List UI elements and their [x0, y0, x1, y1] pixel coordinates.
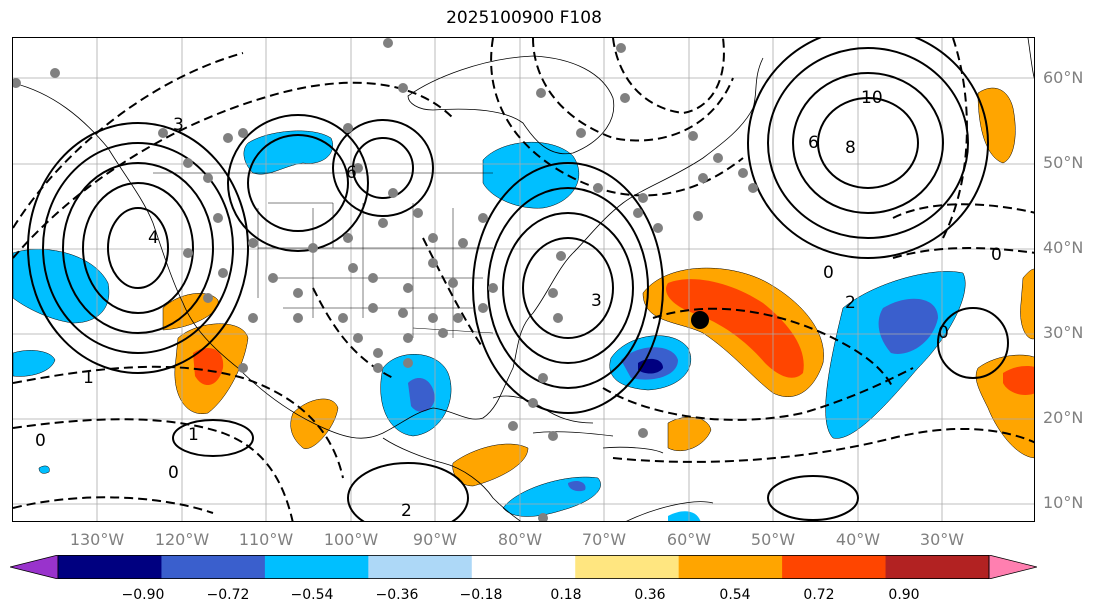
negative-anomaly-region — [568, 480, 586, 492]
colorbar-tick-label: 0.90 — [888, 587, 920, 603]
map-title: 2025100900 F108 — [446, 8, 602, 28]
negative-anomaly-region — [668, 511, 701, 521]
lon-label: 90°W — [412, 530, 458, 549]
contour-label: 1 — [83, 368, 94, 388]
contour-label: 6 — [346, 163, 357, 183]
lon-label: 40°W — [835, 530, 881, 549]
lon-label: 130°W — [69, 530, 125, 549]
negative-anomaly-region — [13, 350, 56, 377]
storm-center-marker — [691, 311, 709, 329]
colorbar-segment — [885, 555, 990, 579]
positive-anomaly-region — [38, 465, 50, 474]
solid-contours — [27, 38, 1009, 521]
colorbar — [10, 555, 1037, 579]
lon-label: 30°W — [919, 530, 965, 549]
coastlines — [13, 38, 1034, 521]
colorbar-segment — [264, 555, 369, 579]
colorbar-segment — [678, 555, 783, 579]
negative-anomaly-region — [408, 378, 435, 412]
positive-anomaly-region — [667, 416, 712, 452]
contour-label: 0 — [991, 245, 1002, 265]
colorbar-tick-label: 0.36 — [634, 587, 666, 603]
positive-anomaly-region — [452, 443, 529, 487]
lon-label: 110°W — [238, 530, 294, 549]
colorbar-segment — [471, 555, 576, 579]
lat-label: 60°N — [1043, 68, 1084, 87]
negative-anomaly-region — [13, 249, 110, 324]
colorbar-segment — [368, 555, 473, 579]
negative-anomaly-region — [243, 130, 333, 175]
contour-label: 10 — [861, 88, 883, 108]
lat-label: 50°N — [1043, 153, 1084, 172]
map-svg: 3 4 10 8 6 6 3 0 2 1 0 2 0 0 0 1 — [13, 38, 1034, 521]
contour-label: 0 — [938, 323, 949, 343]
contour-label: 0 — [823, 263, 834, 283]
colorbar-tick-label: 0.18 — [550, 587, 582, 603]
colorbar-tick-label: −0.54 — [290, 587, 334, 603]
colorbar-tick-label: −0.72 — [206, 587, 250, 603]
shading-layer — [13, 87, 1034, 521]
contour-label: 8 — [845, 138, 856, 158]
contour-label: 6 — [808, 133, 819, 153]
positive-anomaly-region — [977, 87, 1016, 164]
contour-label: 2 — [845, 293, 856, 313]
station-dots — [13, 38, 758, 521]
lon-label: 60°W — [666, 530, 712, 549]
colorbar-tick-label: 0.72 — [803, 587, 835, 603]
colorbar-segments — [10, 555, 1037, 579]
lon-label: 50°W — [750, 530, 796, 549]
contour-label: 1 — [188, 425, 199, 445]
positive-anomaly-region — [665, 279, 804, 378]
colorbar-segment — [575, 555, 680, 579]
colorbar-extend-high — [988, 555, 1037, 579]
lat-label: 30°N — [1043, 323, 1084, 342]
lon-label: 70°W — [581, 530, 627, 549]
positive-anomaly-region — [193, 348, 224, 386]
negative-anomaly-region — [502, 476, 601, 517]
colorbar-tick-label: 0.54 — [719, 587, 751, 603]
colorbar-extend-low — [10, 555, 59, 579]
lon-label: 80°W — [497, 530, 543, 549]
lat-label: 20°N — [1043, 408, 1084, 427]
positive-anomaly-region — [1020, 268, 1034, 340]
contour-label: 4 — [148, 228, 159, 248]
colorbar-frame — [57, 555, 990, 579]
colorbar-tick-label: −0.90 — [121, 587, 165, 603]
map-panel: 3 4 10 8 6 6 3 0 2 1 0 2 0 0 0 1 — [12, 37, 1035, 522]
colorbar-segment — [782, 555, 887, 579]
contour-label: 3 — [591, 291, 602, 311]
contour-labels: 3 4 10 8 6 6 3 0 2 1 0 2 0 0 0 1 — [35, 88, 1002, 521]
contour-label: 2 — [401, 501, 412, 521]
positive-anomaly-region — [1003, 366, 1034, 395]
colorbar-segment — [161, 555, 266, 579]
lon-label: 120°W — [154, 530, 210, 549]
colorbar-tick-label: −0.36 — [375, 587, 419, 603]
contour-label: 0 — [168, 463, 179, 483]
colorbar-tick-label: −0.18 — [459, 587, 503, 603]
negative-anomaly-region — [878, 298, 938, 354]
contour-label: 0 — [35, 431, 46, 451]
lat-label: 40°N — [1043, 238, 1084, 257]
lat-label: 10°N — [1043, 493, 1084, 512]
colorbar-segment — [58, 555, 162, 579]
contour-label: 3 — [173, 115, 184, 135]
lon-label: 100°W — [323, 530, 379, 549]
